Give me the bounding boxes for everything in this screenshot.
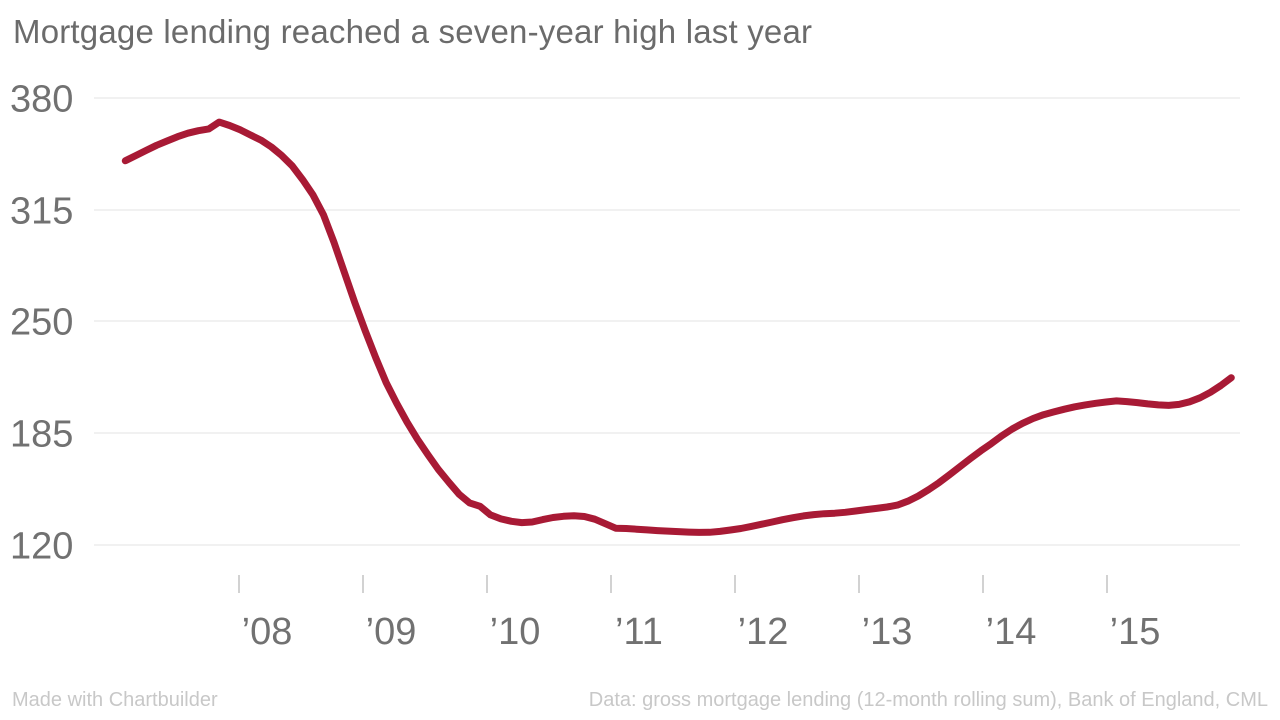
x-axis-label: ’13	[862, 611, 913, 653]
lending-line	[121, 118, 1235, 536]
gridlines	[94, 97, 1240, 546]
y-axis-label: 120	[10, 525, 73, 567]
data-source-note: Data: gross mortgage lending (12-month r…	[588, 689, 1268, 711]
x-axis-label: ’12	[738, 611, 789, 653]
y-axis-label: 315	[10, 190, 73, 232]
x-axis-ticks	[238, 575, 1108, 593]
page-title: Mortgage lending reached a seven-year hi…	[13, 13, 813, 50]
x-axis-label: ’10	[490, 611, 541, 653]
x-axis-label: ’15	[1110, 611, 1161, 653]
x-axis-label: ’11	[615, 611, 663, 653]
x-axis-label: ’14	[986, 611, 1037, 653]
y-axis-labels: 380 315 250 185 120	[10, 78, 73, 567]
chartbuilder-credit: Made with Chartbuilder	[12, 689, 218, 711]
x-axis-label: ’09	[366, 611, 417, 653]
x-axis-labels: ’08 ’09 ’10 ’11 ’12 ’13 ’14 ’15	[242, 611, 1161, 653]
y-axis-label: 250	[10, 301, 73, 343]
y-axis-label: 380	[10, 78, 73, 120]
y-axis-label: 185	[10, 413, 73, 455]
x-axis-label: ’08	[242, 611, 293, 653]
